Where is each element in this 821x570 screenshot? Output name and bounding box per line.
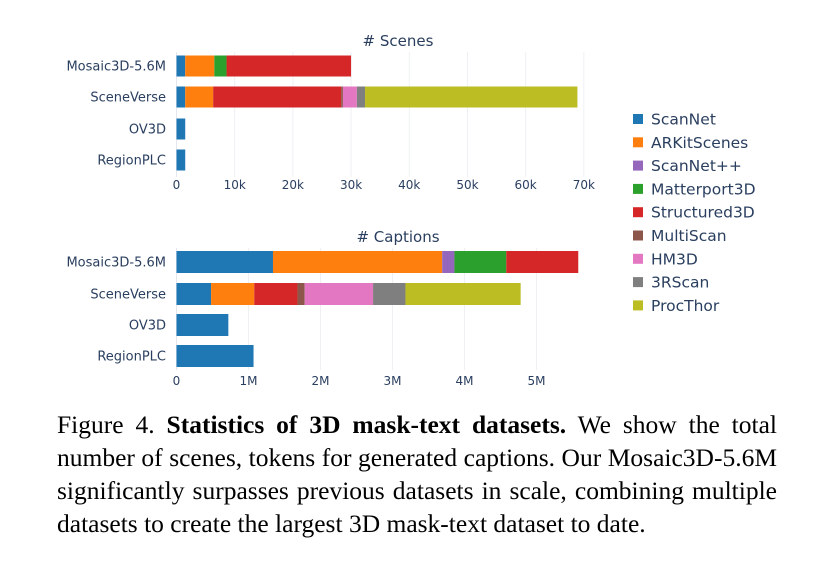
x-tick-label: 2M — [312, 374, 330, 388]
legend-label-procthor: ProcThor — [651, 297, 720, 315]
legend-label-structured3d: Structured3D — [651, 204, 755, 222]
bar-scannet-ov3d — [176, 118, 186, 140]
bar-hm3d-sceneverse — [342, 86, 357, 108]
x-tick-label: 50k — [456, 178, 478, 192]
legend-label-multiscan: MultiScan — [651, 227, 727, 245]
captions-chart: # Captions 0 1M 2M 3M 4M 5M Mosaic3D-5.6M SceneV… — [66, 228, 579, 388]
category-label-mosaic3d-5-6m: Mosaic3D-5.6M — [66, 60, 166, 75]
bar-procthor-sceneverse — [405, 283, 521, 305]
bar-structured3d-sceneverse — [254, 283, 298, 305]
category-label-ov3d: OV3D — [129, 319, 166, 334]
bar-multiscan-sceneverse — [341, 86, 343, 108]
legend-swatch-scannet — [633, 160, 643, 171]
category-label-regionplc: RegionPLC — [97, 154, 166, 169]
chart-title: # Captions — [356, 228, 439, 246]
legend-label-arkitscenes: ARKitScenes — [651, 134, 748, 152]
legend-swatch-structured3d — [633, 207, 643, 218]
x-tick-label: 30k — [340, 178, 362, 192]
bar-scannet-mosaic3d-5-6m — [176, 251, 273, 273]
bar-procthor-sceneverse — [365, 86, 578, 108]
x-tick-label: 70k — [573, 178, 595, 192]
bar-scannet-regionplc — [176, 149, 186, 171]
bar-arkitscenes-mosaic3d-5-6m — [185, 55, 215, 77]
category-label-mosaic3d-5-6m: Mosaic3D-5.6M — [66, 256, 166, 271]
legend-swatch-hm3d — [633, 253, 643, 264]
bar-structured3d-mosaic3d-5-6m — [226, 55, 352, 77]
category-label-regionplc: RegionPLC — [97, 350, 166, 365]
caption-text: We show the total number of scenes, toke… — [57, 410, 778, 538]
bar-arkitscenes-sceneverse — [185, 86, 214, 108]
legend-label-scannet: ScanNet — [651, 111, 716, 129]
bar-matterport3d-mosaic3d-5-6m — [214, 55, 227, 77]
category-label-sceneverse: SceneVerse — [90, 91, 166, 106]
x-tick-label: 10k — [224, 178, 246, 192]
figure-caption: Figure 4. Statistics of 3D mask-text dat… — [57, 408, 777, 540]
bar-scannet-sceneverse — [176, 86, 186, 108]
legend-label-matterport3d: Matterport3D — [651, 180, 756, 198]
caption-label: Figure 4. — [57, 410, 155, 439]
legend-swatch-arkitscenes — [633, 137, 643, 148]
chart-title: # Scenes — [363, 32, 434, 50]
bar-multiscan-sceneverse — [297, 283, 305, 305]
x-tick-label: 4M — [456, 374, 474, 388]
figure-canvas: # Scenes 0 10k 20k 30k 40k 50k 60k 70k Mosaic3D-5… — [66, 32, 756, 388]
legend-swatch-scannet — [633, 114, 643, 124]
legend-swatch-3rscan — [633, 277, 643, 288]
bar-scannet-regionplc — [176, 345, 254, 367]
caption-bold-title: Statistics of 3D mask-text datasets. — [166, 410, 567, 439]
scenes-chart: # Scenes 0 10k 20k 30k 40k 50k 60k 70k Mosaic3D-5… — [66, 32, 595, 192]
legend-swatch-multiscan — [633, 230, 643, 241]
x-tick-label: 1M — [240, 374, 258, 388]
legend-swatch-procthor — [633, 300, 643, 311]
category-label-ov3d: OV3D — [129, 123, 166, 138]
bar-hm3d-sceneverse — [304, 283, 374, 305]
x-tick-label: 0 — [173, 178, 181, 192]
bar-structured3d-mosaic3d-5-6m — [506, 251, 579, 273]
bar-3rscan-sceneverse — [373, 283, 406, 305]
legend-label-3rscan: 3RScan — [651, 274, 709, 292]
x-tick-label: 40k — [398, 178, 420, 192]
x-tick-label: 20k — [282, 178, 304, 192]
x-tick-label: 5M — [528, 374, 546, 388]
bar-scannet-sceneverse — [176, 283, 212, 305]
bar-scannet-ov3d — [176, 314, 229, 336]
bar-matterport3d-mosaic3d-5-6m — [454, 251, 507, 273]
bar-scannet-mosaic3d-5-6m — [176, 55, 186, 77]
legend-label-hm3d: HM3D — [651, 250, 698, 268]
category-label-sceneverse: SceneVerse — [90, 288, 166, 303]
x-tick-label: 0 — [173, 374, 181, 388]
bar-arkitscenes-mosaic3d-5-6m — [272, 251, 443, 273]
x-tick-label: 60k — [515, 178, 537, 192]
legend-label-scannet: ScanNet++ — [651, 157, 742, 175]
bar-arkitscenes-sceneverse — [211, 283, 255, 305]
bar-scannet-mosaic3d-5-6m — [442, 251, 455, 273]
bar-3rscan-sceneverse — [356, 86, 366, 108]
bar-structured3d-sceneverse — [213, 86, 342, 108]
legend-swatch-matterport3d — [633, 183, 643, 194]
x-tick-label: 3M — [384, 374, 402, 388]
legend: ScanNet ARKitScenes ScanNet++ Matterport3D S… — [633, 111, 756, 315]
